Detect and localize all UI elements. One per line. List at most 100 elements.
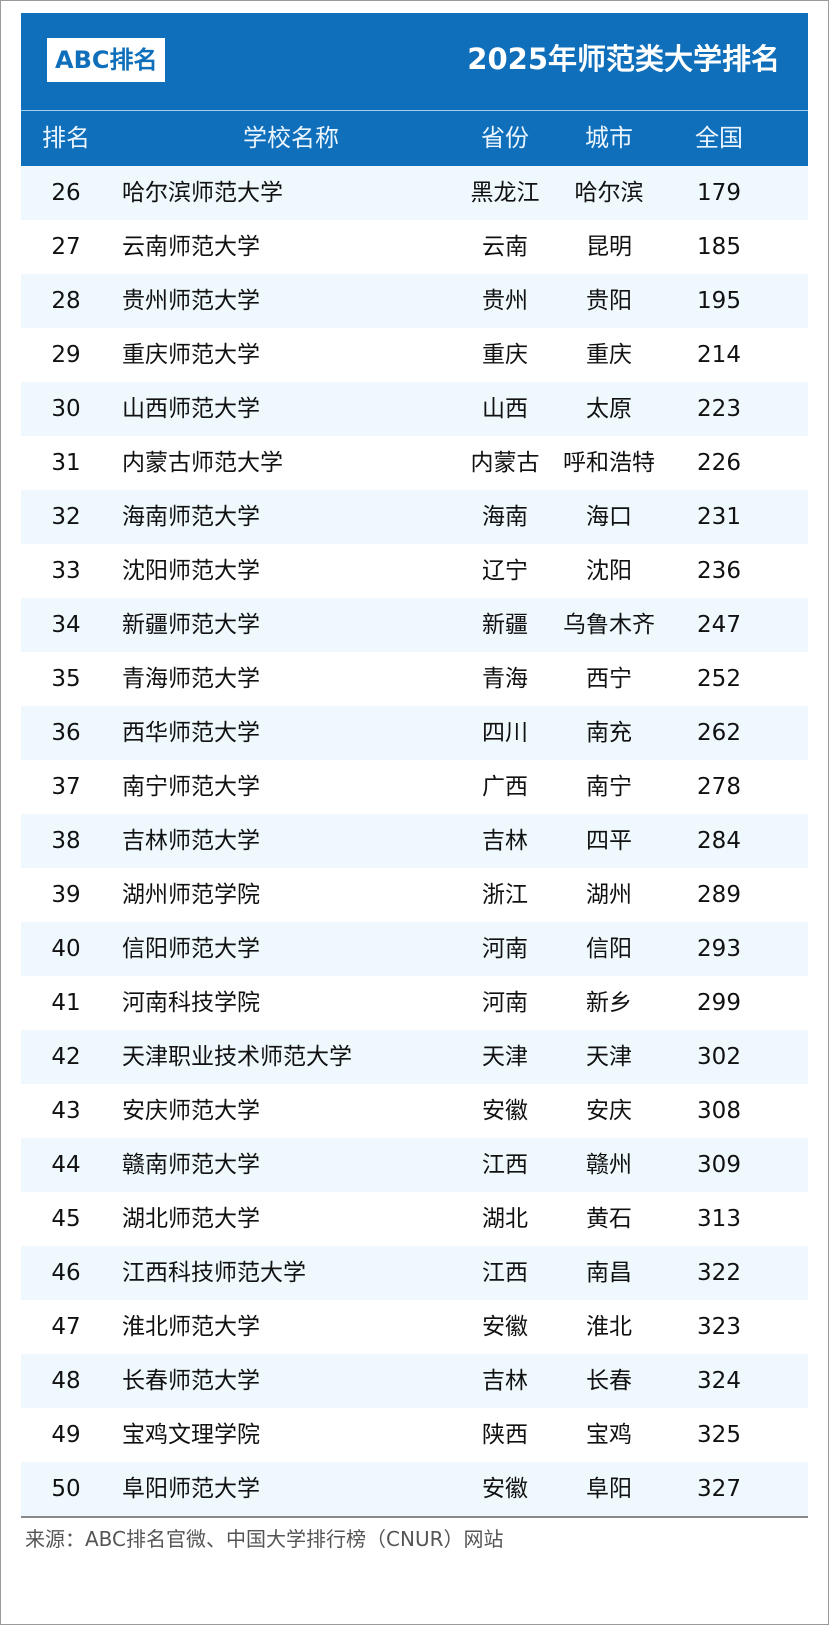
divider [21,1516,808,1518]
cell-national-rank: 179 [697,180,741,206]
table-row: 45 湖北师范大学 湖北 黄石 313 [21,1192,808,1246]
table-body: 26 哈尔滨师范大学 黑龙江 哈尔滨 179 27 云南师范大学 云南 昆明 185 28 贵州师范大… [21,166,808,1516]
column-header-city: 城市 [585,124,633,152]
logo: ABC排名 [47,38,166,82]
cell-school-name: 宝鸡文理学院 [122,1422,260,1448]
cell-city: 昆明 [586,234,632,260]
cell-rank: 42 [51,1044,81,1070]
cell-national-rank: 323 [697,1314,741,1340]
column-header-national: 全国 [695,124,743,152]
cell-province: 新疆 [482,612,528,638]
cell-rank: 45 [51,1206,81,1232]
cell-national-rank: 214 [697,342,741,368]
cell-rank: 41 [51,990,81,1016]
cell-school-name: 海南师范大学 [122,504,260,530]
cell-rank: 40 [51,936,81,962]
cell-school-name: 南宁师范大学 [122,774,260,800]
cell-city: 南宁 [586,774,632,800]
cell-national-rank: 293 [697,936,741,962]
table-row: 29 重庆师范大学 重庆 重庆 214 [21,328,808,382]
cell-city: 赣州 [586,1152,632,1178]
table-row: 35 青海师范大学 青海 西宁 252 [21,652,808,706]
cell-rank: 46 [51,1260,81,1286]
cell-city: 贵阳 [586,288,632,314]
cell-rank: 30 [51,396,81,422]
ranking-table: ABC排名 2025年师范类大学排名 排名 学校名称 省份 城市 全国 26 哈尔… [21,13,808,1518]
cell-national-rank: 322 [697,1260,741,1286]
cell-school-name: 青海师范大学 [122,666,260,692]
cell-rank: 44 [51,1152,81,1178]
cell-rank: 27 [51,234,81,260]
cell-school-name: 山西师范大学 [122,396,260,422]
cell-province: 辽宁 [482,558,528,584]
cell-city: 新乡 [586,990,632,1016]
cell-province: 云南 [482,234,528,260]
cell-city: 黄石 [586,1206,632,1232]
cell-school-name: 天津职业技术师范大学 [122,1044,352,1070]
cell-rank: 50 [51,1476,81,1502]
cell-rank: 37 [51,774,81,800]
cell-school-name: 贵州师范大学 [122,288,260,314]
cell-city: 天津 [586,1044,632,1070]
cell-school-name: 新疆师范大学 [122,612,260,638]
cell-national-rank: 313 [697,1206,741,1232]
table-row: 26 哈尔滨师范大学 黑龙江 哈尔滨 179 [21,166,808,220]
cell-city: 南昌 [586,1260,632,1286]
table-row: 27 云南师范大学 云南 昆明 185 [21,220,808,274]
cell-national-rank: 252 [697,666,741,692]
cell-school-name: 长春师范大学 [122,1368,260,1394]
cell-city: 阜阳 [586,1476,632,1502]
cell-rank: 33 [51,558,81,584]
cell-province: 安徽 [482,1314,528,1340]
cell-national-rank: 262 [697,720,741,746]
cell-school-name: 淮北师范大学 [122,1314,260,1340]
cell-province: 湖北 [482,1206,528,1232]
title-band: ABC排名 2025年师范类大学排名 [21,13,808,111]
cell-national-rank: 223 [697,396,741,422]
cell-province: 江西 [482,1152,528,1178]
cell-school-name: 重庆师范大学 [122,342,260,368]
table-row: 28 贵州师范大学 贵州 贵阳 195 [21,274,808,328]
table-row: 42 天津职业技术师范大学 天津 天津 302 [21,1030,808,1084]
cell-province: 浙江 [482,882,528,908]
cell-national-rank: 185 [697,234,741,260]
cell-province: 重庆 [482,342,528,368]
cell-province: 陕西 [482,1422,528,1448]
cell-province: 青海 [482,666,528,692]
cell-city: 南充 [586,720,632,746]
cell-national-rank: 231 [697,504,741,530]
cell-school-name: 河南科技学院 [122,990,260,1016]
cell-rank: 36 [51,720,81,746]
table-row: 43 安庆师范大学 安徽 安庆 308 [21,1084,808,1138]
cell-province: 吉林 [482,828,528,854]
cell-province: 江西 [482,1260,528,1286]
cell-school-name: 吉林师范大学 [122,828,260,854]
cell-school-name: 安庆师范大学 [122,1098,260,1124]
column-header-name: 学校名称 [243,124,339,152]
column-header-rank: 排名 [42,124,90,152]
cell-city: 太原 [586,396,632,422]
cell-province: 河南 [482,990,528,1016]
cell-rank: 32 [51,504,81,530]
cell-national-rank: 236 [697,558,741,584]
cell-city: 安庆 [586,1098,632,1124]
cell-rank: 29 [51,342,81,368]
cell-rank: 48 [51,1368,81,1394]
cell-city: 湖州 [586,882,632,908]
cell-city: 长春 [586,1368,632,1394]
cell-school-name: 沈阳师范大学 [122,558,260,584]
cell-province: 天津 [482,1044,528,1070]
cell-national-rank: 299 [697,990,741,1016]
cell-school-name: 哈尔滨师范大学 [122,180,283,206]
cell-rank: 31 [51,450,81,476]
cell-rank: 43 [51,1098,81,1124]
cell-national-rank: 284 [697,828,741,854]
cell-national-rank: 327 [697,1476,741,1502]
cell-province: 海南 [482,504,528,530]
cell-national-rank: 278 [697,774,741,800]
table-row: 31 内蒙古师范大学 内蒙古 呼和浩特 226 [21,436,808,490]
cell-city: 四平 [586,828,632,854]
table-row: 36 西华师范大学 四川 南充 262 [21,706,808,760]
cell-province: 贵州 [482,288,528,314]
table-row: 38 吉林师范大学 吉林 四平 284 [21,814,808,868]
